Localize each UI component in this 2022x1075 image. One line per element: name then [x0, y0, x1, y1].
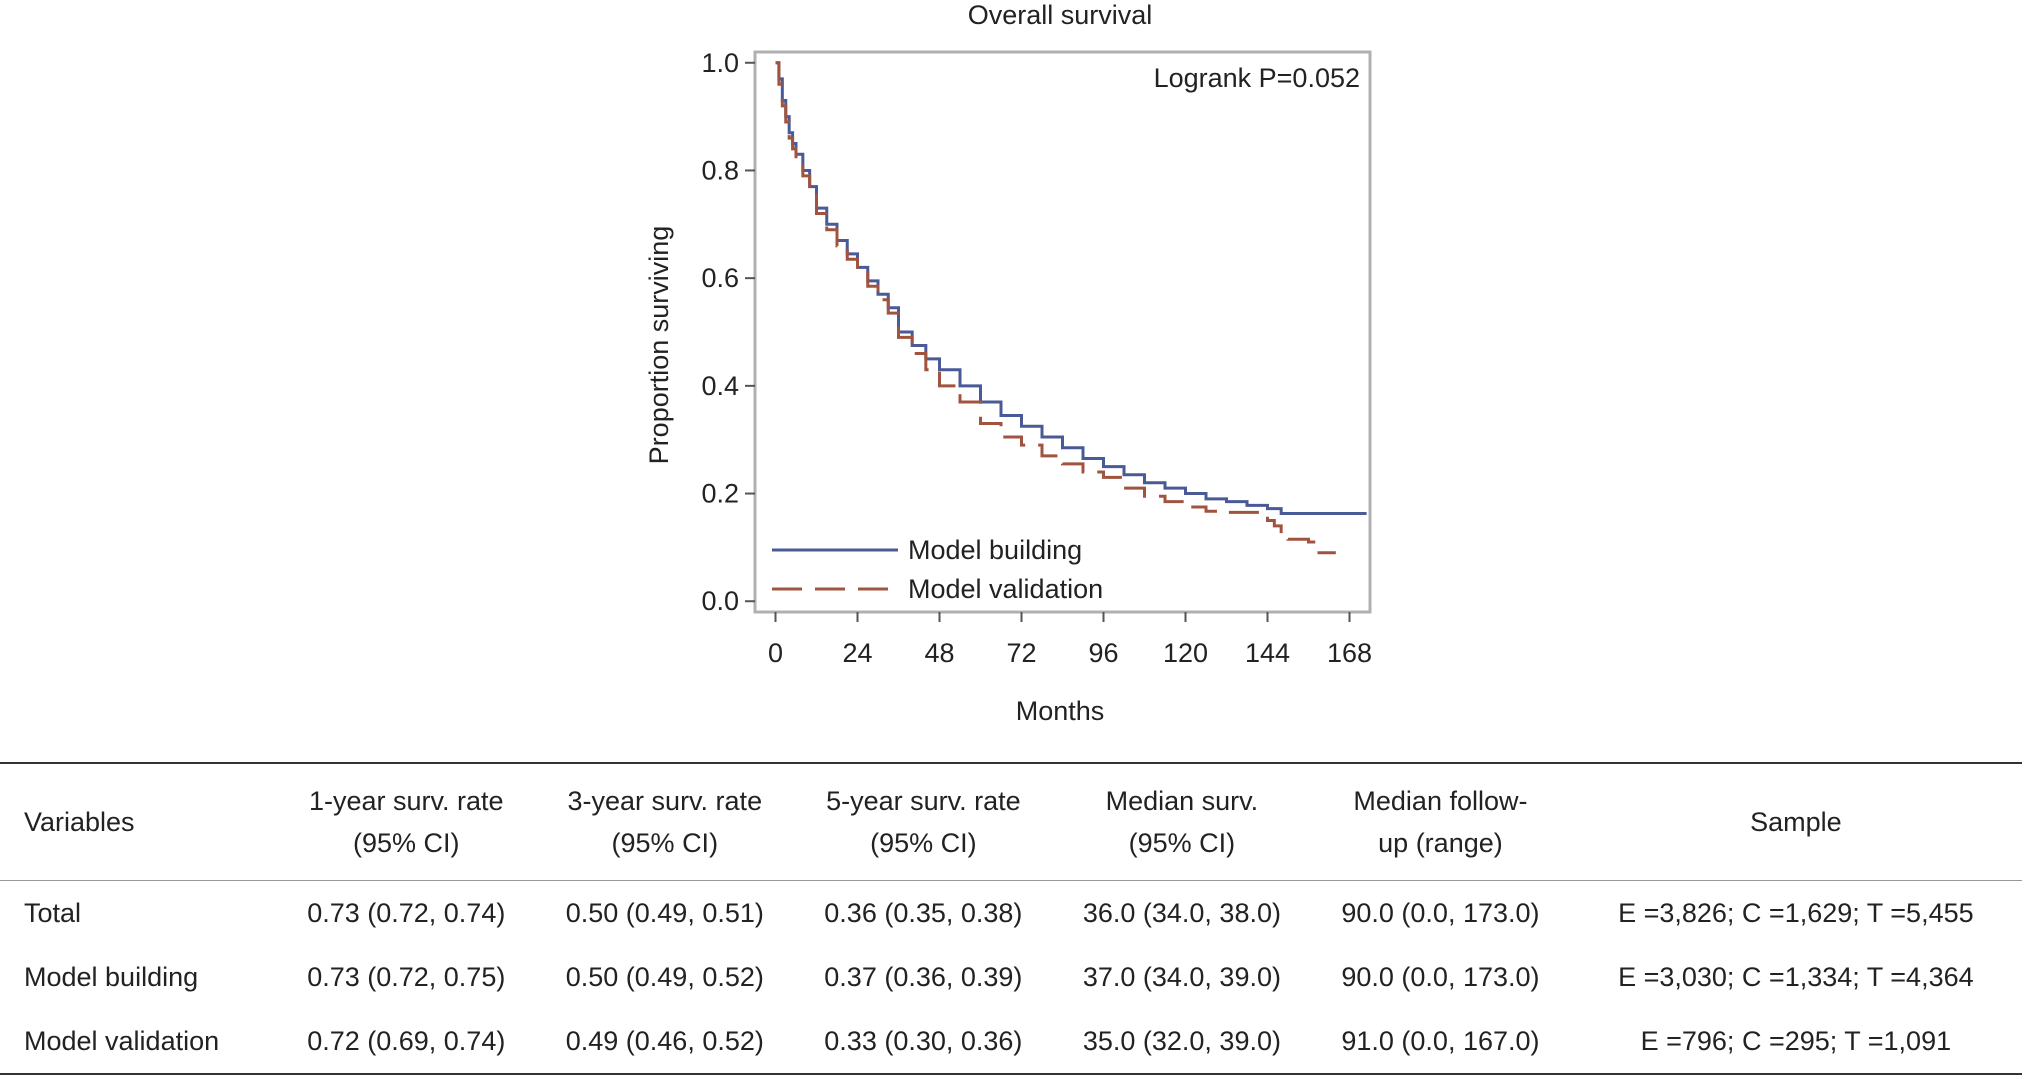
table-cell: 0.36 (0.35, 0.38)	[824, 897, 1023, 928]
x-tick-label: 72	[1006, 638, 1036, 668]
x-tick-label: 48	[924, 638, 954, 668]
y-axis: 0.0 0.2 0.4 0.6 0.8 1.0	[701, 48, 755, 616]
table-cell: Total	[24, 897, 82, 928]
column-header: 5-year surv. rate (95% CI)	[794, 763, 1053, 881]
column-header-line: 3-year surv. rate	[567, 786, 763, 816]
table-cell: 0.37 (0.36, 0.39)	[824, 961, 1023, 992]
table-cell: 0.73 (0.72, 0.75)	[307, 961, 506, 992]
y-tick-label: 0.2	[701, 479, 739, 509]
summary-table: Variables 1-year surv. rate (95% CI) 3-year…	[0, 762, 2022, 1075]
table-cell: 0.50 (0.49, 0.52)	[565, 961, 764, 992]
table-cell: Model validation	[24, 1025, 220, 1056]
column-header-line: 5-year surv. rate	[826, 786, 1021, 816]
table-body: Total 0.73 (0.72, 0.74) 0.50 (0.49, 0.51) 0…	[0, 881, 2022, 1074]
table-cell: 0.33 (0.30, 0.36)	[824, 1025, 1023, 1056]
table-cell: Model building	[24, 961, 199, 992]
x-axis: 0 24 48 72 96 120 144 168	[768, 612, 1372, 668]
survival-chart: Overall survival 0.0 0.2 0.4 0.6 0.8 1.0 0 24 4…	[644, 0, 1372, 726]
legend-label-model-building: Model building	[908, 535, 1082, 565]
table-cell: 0.49 (0.46, 0.52)	[565, 1025, 764, 1056]
logrank-annotation: Logrank P=0.052	[1154, 63, 1360, 93]
table-cell: 90.0 (0.0, 173.0)	[1341, 897, 1540, 928]
x-tick-label: 24	[842, 638, 872, 668]
chart-title: Overall survival	[968, 0, 1153, 30]
table-cell: 0.73 (0.72, 0.74)	[307, 897, 506, 928]
table-header-row: Variables 1-year surv. rate (95% CI) 3-year…	[0, 763, 2022, 881]
y-tick-label: 0.4	[701, 371, 739, 401]
column-header-line: Median surv.	[1105, 786, 1259, 816]
table-cell: E =3,826; C =1,629; T =5,455	[1618, 897, 1974, 928]
table-cell: E =3,030; C =1,334; T =4,364	[1618, 961, 1974, 992]
y-tick-label: 0.0	[701, 586, 739, 616]
y-tick-label: 1.0	[701, 48, 739, 78]
column-header: Variables	[0, 763, 277, 881]
column-header-line: 1-year surv. rate	[308, 786, 504, 816]
table-cell: 90.0 (0.0, 173.0)	[1341, 961, 1540, 992]
x-tick-label: 120	[1163, 638, 1208, 668]
x-tick-label: 0	[768, 638, 783, 668]
column-header: Sample	[1570, 763, 2022, 881]
table-cell: E =796; C =295; T =1,091	[1640, 1025, 1952, 1056]
legend-label-model-validation: Model validation	[908, 574, 1103, 604]
column-header-line: Variables	[24, 807, 135, 837]
column-header: 1-year surv. rate (95% CI)	[277, 763, 536, 881]
column-header-line: (95% CI)	[352, 828, 460, 858]
table-row: Model validation 0.72 (0.69, 0.74) 0.49 (0…	[0, 1009, 2022, 1074]
column-header-line: (95% CI)	[1128, 828, 1236, 858]
series-line-model-building	[775, 61, 1367, 515]
column-header-line: Median follow-	[1353, 786, 1528, 816]
column-header-line: up (range)	[1378, 828, 1503, 858]
table-row: Total 0.73 (0.72, 0.74) 0.50 (0.49, 0.51) 0…	[0, 881, 2022, 946]
table-cell: 35.0 (32.0, 39.0)	[1082, 1025, 1281, 1056]
y-tick-label: 0.8	[701, 155, 739, 185]
plot-frame	[753, 50, 1372, 614]
column-header: Median follow-up (range)	[1311, 763, 1570, 881]
table-cell: 0.72 (0.69, 0.74)	[307, 1025, 506, 1056]
column-header-line: Sample	[1750, 807, 1842, 837]
table-cell: 0.50 (0.49, 0.51)	[565, 897, 764, 928]
table-cell: 91.0 (0.0, 167.0)	[1341, 1025, 1540, 1056]
column-header: Median surv. (95% CI)	[1053, 763, 1312, 881]
y-axis-label: Proportion surviving	[644, 226, 674, 465]
series-layer	[775, 61, 1367, 555]
legend: Model building Model validation	[772, 535, 1103, 604]
column-header: 3-year surv. rate (95% CI)	[536, 763, 795, 881]
column-header-line: (95% CI)	[611, 828, 719, 858]
series-line-model-validation	[775, 61, 1336, 555]
y-tick-label: 0.6	[701, 263, 739, 293]
table-cell: 36.0 (34.0, 38.0)	[1082, 897, 1281, 928]
table-row: Model building 0.73 (0.72, 0.75) 0.50 (0.4…	[0, 945, 2022, 1009]
x-tick-label: 144	[1245, 638, 1290, 668]
x-tick-label: 96	[1088, 638, 1118, 668]
column-header-line: (95% CI)	[870, 828, 977, 858]
x-axis-label: Months	[1016, 696, 1105, 726]
table-cell: 37.0 (34.0, 39.0)	[1082, 961, 1281, 992]
x-tick-label: 168	[1327, 638, 1372, 668]
